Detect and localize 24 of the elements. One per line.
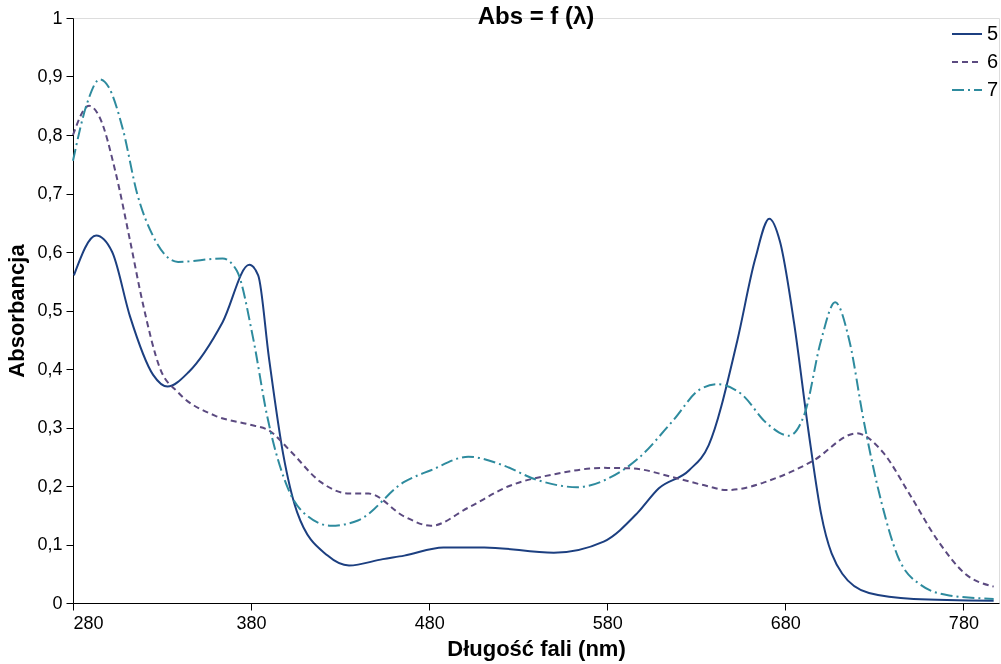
y-tick-label: 0,7 bbox=[37, 183, 63, 203]
y-tick-label: 0,9 bbox=[37, 66, 63, 86]
x-axis-title: Długość fali (nm) bbox=[447, 635, 626, 661]
chart-title: Abs = f (λ) bbox=[477, 2, 595, 29]
y-axis-title: Absorbancja bbox=[4, 243, 30, 378]
legend-label: 6 bbox=[987, 50, 999, 72]
y-tick-label: 0,3 bbox=[37, 417, 63, 437]
x-tick-label: 580 bbox=[592, 612, 623, 633]
y-tick-label: 0,5 bbox=[37, 300, 63, 320]
x-tick-label: 280 bbox=[73, 612, 104, 633]
legend-label: 7 bbox=[987, 78, 999, 100]
x-tick-label: 680 bbox=[770, 612, 801, 633]
y-tick-label: 0,6 bbox=[37, 241, 63, 262]
y-tick-label: 1 bbox=[52, 7, 63, 28]
x-tick-label: 480 bbox=[414, 612, 445, 633]
y-tick-label: 0,2 bbox=[37, 475, 63, 496]
legend-label: 5 bbox=[987, 22, 999, 44]
line-series bbox=[72, 217, 995, 602]
y-tick-label: 0,1 bbox=[37, 534, 63, 554]
x-tick-label: 780 bbox=[948, 612, 979, 633]
y-tick-label: 0,4 bbox=[37, 358, 63, 379]
y-tick-label: 0 bbox=[52, 592, 63, 613]
x-tick-label: 380 bbox=[236, 612, 267, 633]
y-tick-label: 0,8 bbox=[37, 124, 63, 145]
